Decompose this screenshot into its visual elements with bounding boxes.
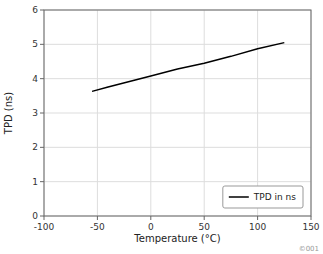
y-grid-line: [44, 181, 311, 182]
y-grid-line: [44, 113, 311, 114]
series-group: [92, 43, 284, 92]
plot-frame: [44, 10, 311, 216]
x-tick: [97, 216, 98, 220]
legend-swatch: [229, 196, 249, 198]
y-axis-label: TPD (ns): [3, 92, 14, 135]
y-tick-label: 5: [32, 39, 38, 49]
y-grid-line: [44, 78, 311, 79]
legend-label: TPD in ns: [253, 192, 296, 202]
x-tick-label: 50: [198, 222, 210, 232]
y-tick: [40, 10, 44, 11]
x-tick-label: 150: [302, 222, 319, 232]
watermark: ©001: [299, 245, 319, 253]
x-tick: [150, 216, 151, 220]
series-line: [92, 43, 284, 92]
x-tick: [311, 216, 312, 220]
grid: [44, 10, 311, 216]
x-tick-label: 100: [249, 222, 266, 232]
y-tick-label: 0: [32, 211, 38, 221]
x-tick-label: -50: [90, 222, 105, 232]
y-grid-line: [44, 44, 311, 45]
legend-box: [223, 186, 303, 208]
y-tick-label: 4: [32, 74, 38, 84]
x-tick: [44, 216, 45, 220]
y-tick: [40, 147, 44, 148]
axes: -100 -50 0 50 100 150 0 1 2 3 4 5 6: [32, 5, 320, 232]
y-tick: [40, 44, 44, 45]
y-tick-label: 3: [32, 108, 38, 118]
y-tick: [40, 113, 44, 114]
y-tick-label: 6: [32, 5, 38, 15]
x-tick-label: -100: [34, 222, 55, 232]
y-tick-label: 2: [32, 142, 38, 152]
x-tick-label: 0: [148, 222, 154, 232]
x-axis-label: Temperature (°C): [133, 233, 220, 244]
x-tick: [257, 216, 258, 220]
x-tick: [204, 216, 205, 220]
y-tick: [40, 78, 44, 79]
legend: TPD in ns: [229, 192, 296, 202]
y-grid-line: [44, 147, 311, 148]
y-tick: [40, 216, 44, 217]
y-tick-label: 1: [32, 177, 38, 187]
y-tick: [40, 181, 44, 182]
